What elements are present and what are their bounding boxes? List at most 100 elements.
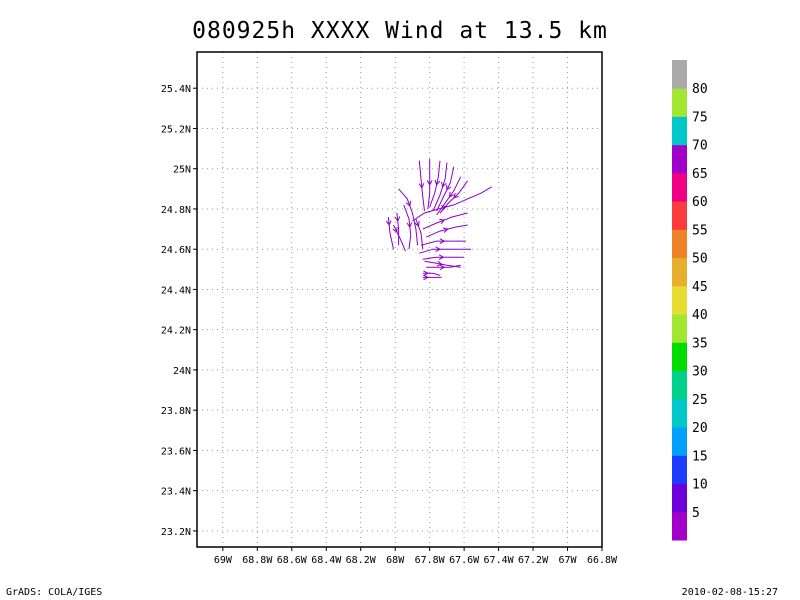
colorbar-label: 35 [692, 336, 708, 351]
streamline [436, 166, 455, 212]
colorbar-label: 30 [692, 365, 708, 380]
x-tick-label: 66.8W [587, 555, 618, 566]
y-tick-label: 25.2N [161, 124, 191, 135]
colorbar-label: 25 [692, 393, 708, 408]
x-tick-label: 69W [214, 555, 233, 566]
x-tick-label: 67W [559, 555, 578, 566]
colorbar-swatch [672, 314, 687, 343]
y-tick-label: 23.2N [161, 527, 191, 538]
y-tick-label: 23.6N [161, 446, 191, 457]
y-tick-label: 25N [173, 165, 191, 176]
x-tick-label: 68.8W [242, 555, 273, 566]
y-tick-label: 24.8N [161, 205, 191, 216]
colorbar-label: 50 [692, 252, 708, 267]
plot-frame [196, 51, 603, 548]
y-tick-label: 24.6N [161, 245, 191, 256]
y-tick-label: 23.4N [161, 487, 191, 498]
streamline-arrowhead [392, 227, 398, 234]
colorbar-label: 15 [692, 449, 708, 464]
streamline [393, 224, 406, 252]
streamline-arrowhead [438, 254, 445, 261]
streamline [387, 216, 394, 250]
colorbar-swatch [672, 201, 687, 230]
streamlines [385, 158, 492, 281]
colorbar-swatch [672, 60, 687, 89]
streamline-arrowhead [405, 200, 412, 207]
colorbar-swatch [672, 144, 687, 174]
streamline [426, 224, 468, 238]
streamline-arrowhead [448, 191, 455, 198]
x-tick-label: 67.4W [484, 555, 515, 566]
colorbar-label: 80 [692, 82, 708, 97]
colorbar: 5 10 15 20 25 30 35 40 45 50 55 60 65 70 75 80 [672, 60, 708, 541]
x-tick-label: 67.2W [518, 555, 549, 566]
streamline-arrowhead [439, 218, 446, 225]
colorbar-swatch [672, 398, 687, 428]
y-tick-label: 23.8N [161, 406, 191, 417]
colorbar-swatch [672, 88, 687, 117]
x-tick-label: 68.2W [346, 555, 377, 566]
streamline-arrowhead [406, 222, 413, 229]
colorbar-swatch [672, 116, 687, 146]
streamline [412, 186, 492, 222]
streamline-arrowhead [426, 180, 433, 186]
streamline [422, 272, 441, 276]
y-tick-label: 25.4N [161, 84, 191, 95]
streamline-arrowhead [385, 220, 392, 227]
colorbar-swatch [672, 455, 687, 484]
x-tick-label: 67.6W [449, 555, 480, 566]
colorbar-label: 10 [692, 478, 708, 493]
streamline-arrowhead [442, 227, 449, 233]
y-axis-ticks: 23.2N 23.4N 23.6N 23.8N 24N 24.2N 24.4N 24.6N 24… [161, 84, 197, 538]
y-tick-label: 24N [173, 366, 191, 377]
streamline-arrowhead [435, 246, 442, 253]
streamline [429, 160, 441, 208]
grads-credit: GrADS: COLA/IGES [6, 587, 103, 598]
streamline-arrowhead [441, 181, 447, 188]
streamline-arrowhead [441, 205, 447, 211]
x-tick-label: 68.4W [311, 555, 342, 566]
chart-title: 080925h XXXX Wind at 13.5 km [192, 18, 608, 44]
streamline-arrowhead [394, 216, 401, 223]
streamline-arrowhead [439, 238, 446, 244]
grid-lines [197, 52, 603, 547]
colorbar-swatch [672, 511, 687, 541]
x-tick-label: 67.8W [415, 555, 446, 566]
colorbar-label: 65 [692, 167, 708, 182]
streamline [419, 248, 471, 254]
colorbar-label: 75 [692, 111, 708, 126]
streamline-arrowhead [436, 260, 443, 267]
streamline [422, 212, 468, 230]
streamline-arrowhead [414, 221, 420, 228]
streamline [415, 218, 424, 250]
x-tick-label: 68.6W [277, 555, 308, 566]
colorbar-label: 60 [692, 195, 708, 210]
colorbar-label: 40 [692, 308, 708, 323]
x-axis-ticks: 69W 68.8W 68.6W 68.4W 68.2W 68W 67.8W 67.6W 67.4… [214, 547, 618, 566]
streamline-arrowhead [439, 264, 446, 271]
colorbar-swatch [672, 229, 687, 259]
streamline-arrowhead [446, 184, 452, 191]
streamline [396, 212, 400, 246]
colorbar-swatch [672, 427, 687, 456]
colorbar-swatch [672, 172, 687, 202]
colorbar-label: 70 [692, 139, 708, 154]
streamline-arrowhead [434, 179, 441, 186]
colorbar-swatch [672, 257, 687, 287]
colorbar-swatch [672, 342, 687, 372]
streamline-arrowhead [423, 274, 429, 281]
colorbar-label: 55 [692, 223, 708, 238]
streamline-arrowhead [423, 270, 429, 277]
colorbar-swatch [672, 285, 687, 315]
streamline-arrowhead [453, 192, 459, 199]
colorbar-label: 20 [692, 421, 708, 436]
colorbar-label: 5 [692, 506, 700, 521]
timestamp: 2010-02-08-15:27 [681, 587, 778, 598]
streamline [398, 188, 419, 246]
x-tick-label: 68W [386, 555, 405, 566]
colorbar-swatch [672, 370, 687, 400]
y-tick-label: 24.4N [161, 285, 191, 296]
colorbar-label: 45 [692, 280, 708, 295]
streamline-arrowhead [418, 183, 425, 189]
